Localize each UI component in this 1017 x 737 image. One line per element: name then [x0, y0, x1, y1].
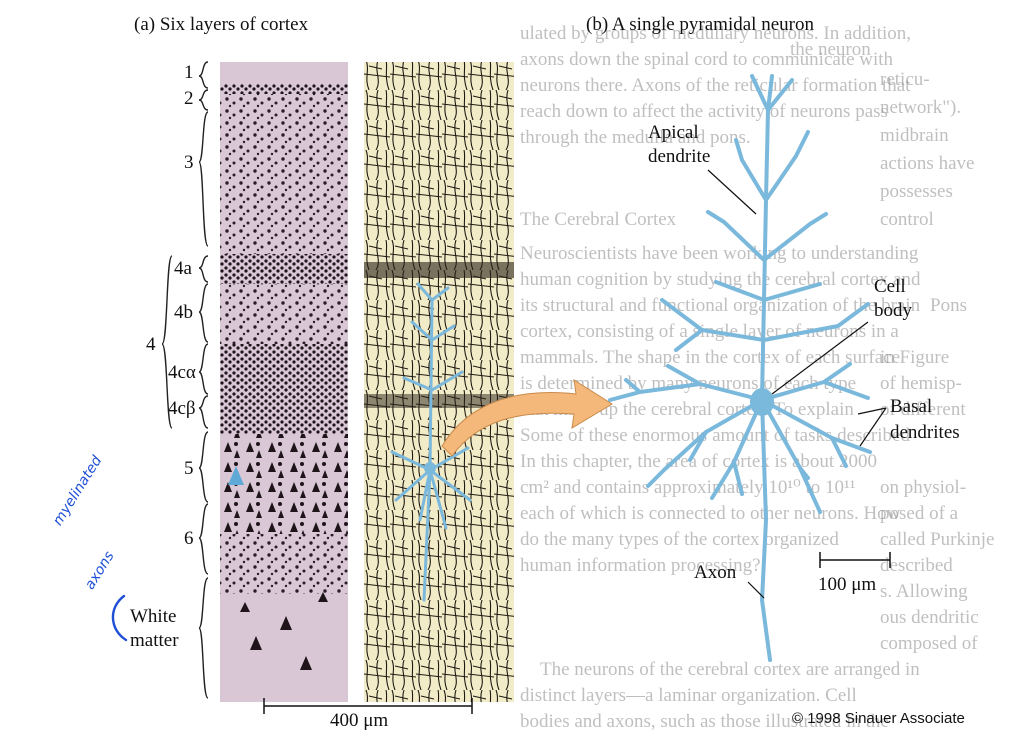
white-matter-label-line2: matter	[130, 630, 179, 651]
apical-dendrite-label-line2: dendrite	[648, 146, 711, 167]
layer-label-1: 1	[184, 62, 194, 83]
layer-label-4cbeta: 4cβ	[168, 398, 196, 419]
handwritten-mark	[111, 594, 128, 642]
layer-label-4a: 4a	[174, 258, 192, 279]
axon-label: Axon	[694, 562, 737, 583]
cell-body-label-line1: Cell	[874, 276, 906, 297]
leader-lines	[707, 169, 887, 599]
basal-dendrites-label-line2: dendrites	[890, 422, 960, 443]
layer-label-3: 3	[184, 152, 194, 173]
basal-dendrites-label-line1: Basal	[890, 396, 933, 417]
layer-brackets	[161, 61, 209, 699]
white-matter-label-line1: White	[130, 606, 177, 627]
panel-b-title: (b) A single pyramidal neuron	[586, 14, 814, 35]
layer-label-4b: 4b	[174, 302, 193, 323]
cell-body-label-line2: body	[874, 300, 912, 321]
panel-b-scale-bar	[819, 552, 891, 568]
copyright-credit: © 1998 Sinauer Associate	[792, 710, 965, 727]
pyramidal-neuron	[608, 74, 872, 662]
layer-label-6: 6	[184, 528, 194, 549]
layer-label-4calpha: 4cα	[168, 362, 196, 383]
nissl-stain-column	[220, 62, 348, 702]
layer-label-2: 2	[184, 88, 194, 109]
apical-dendrite-label-line1: Apical	[648, 122, 699, 143]
layer-label-4: 4	[146, 334, 156, 355]
panel-a-scale-label: 400 μm	[330, 710, 389, 731]
golgi-stain-column	[364, 62, 514, 702]
panel-a-title: (a) Six layers of cortex	[134, 14, 309, 35]
panel-a-scale-bar	[263, 698, 473, 714]
magnification-arrow	[441, 378, 613, 457]
panel-b-scale-label: 100 μm	[818, 574, 877, 595]
layer-label-5: 5	[184, 458, 194, 479]
